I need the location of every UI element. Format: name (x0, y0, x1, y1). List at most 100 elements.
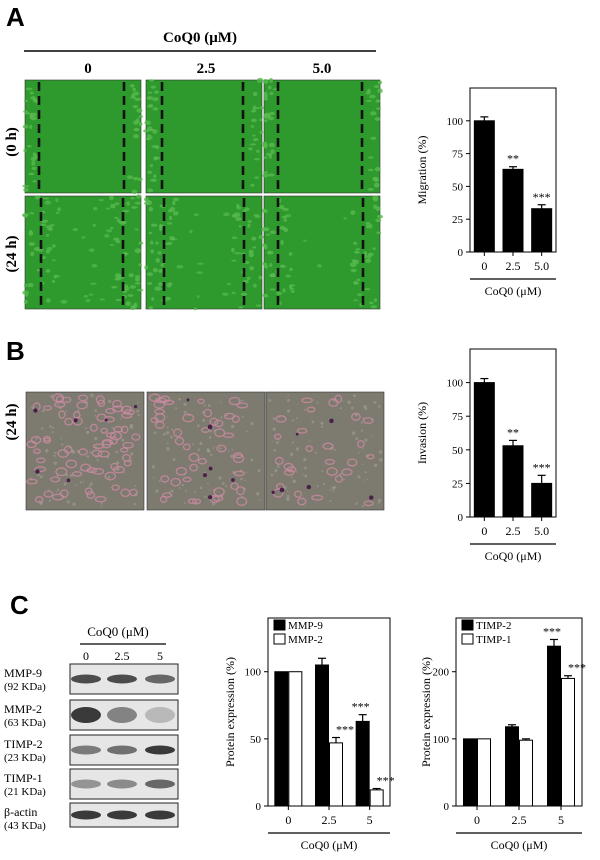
cell (283, 227, 289, 233)
cell (252, 105, 257, 111)
cell (376, 231, 382, 234)
membrane-pore (155, 489, 159, 493)
cell (251, 236, 257, 241)
blot-band (145, 745, 175, 755)
membrane-pore (295, 471, 298, 473)
cell (254, 215, 261, 218)
cell (268, 85, 272, 90)
cell (275, 291, 283, 295)
migrated-cell (92, 206, 98, 211)
stain-spot (306, 484, 312, 490)
cell (366, 223, 371, 229)
cell (172, 201, 176, 206)
cell (132, 105, 139, 109)
invaded-cell (34, 466, 47, 473)
cell (22, 124, 29, 129)
invaded-cell (64, 417, 74, 426)
migrated-cell (51, 259, 56, 262)
membrane-pore (65, 473, 69, 477)
invaded-cell (112, 399, 123, 408)
membrane-pore (183, 502, 186, 504)
invaded-cell (91, 449, 103, 458)
cell (238, 225, 242, 228)
invaded-cell (92, 443, 105, 450)
x-tick-label: 0 (474, 813, 480, 827)
invaded-cell (61, 396, 72, 404)
blot-label: MMP-9 (4, 666, 42, 680)
cell (363, 251, 368, 256)
cell (27, 283, 34, 288)
cell (110, 227, 114, 230)
panel-b-micrographs (25, 391, 385, 511)
x-tick-label: 5 (367, 813, 373, 827)
cell (350, 210, 356, 215)
x-tick-label: 2.5 (506, 259, 521, 273)
migrated-cell (99, 298, 106, 301)
membrane-pore (333, 448, 336, 451)
blot-band (107, 745, 137, 755)
invaded-cell (214, 428, 226, 438)
membrane-pore (231, 448, 234, 451)
membrane-pore (171, 428, 174, 431)
cell (152, 267, 158, 273)
cell (23, 187, 29, 192)
cell (30, 251, 35, 257)
invaded-cell (236, 486, 245, 496)
cell (131, 189, 138, 195)
invaded-cell (209, 417, 219, 427)
invaded-cell (104, 407, 116, 414)
membrane-pore (100, 502, 103, 505)
membrane-pore (268, 398, 272, 402)
cell (136, 194, 142, 199)
invaded-cell (326, 467, 338, 476)
cell (130, 96, 136, 99)
invaded-cell (95, 394, 105, 405)
membrane-pore (89, 482, 93, 486)
cell (134, 282, 141, 285)
invaded-cell (97, 450, 110, 458)
bar (355, 720, 370, 807)
y-tick-label: 50 (452, 181, 464, 193)
invaded-cell (197, 457, 208, 465)
membrane-pore (377, 405, 381, 408)
membrane-pore (303, 408, 306, 412)
membrane-pore (129, 452, 134, 456)
cell (255, 304, 262, 307)
cell (153, 90, 159, 94)
wound-image (24, 195, 142, 310)
membrane-pore (286, 398, 290, 402)
membrane-pore (332, 489, 335, 492)
membrane-pore (347, 400, 351, 405)
cell (280, 240, 284, 245)
cell (23, 148, 27, 153)
blot-size: (23 KDa) (4, 752, 46, 764)
membrane-pore (373, 400, 377, 404)
invaded-cell (203, 408, 213, 418)
invaded-cell (188, 452, 200, 462)
membrane-pore (41, 409, 45, 413)
cell (138, 241, 144, 245)
wound-image (263, 195, 381, 310)
cell (111, 285, 118, 289)
membrane-pore (65, 410, 68, 412)
significance-mark: ** (507, 152, 519, 166)
cell (373, 298, 378, 302)
cell (151, 297, 155, 301)
membrane-pore (66, 399, 68, 401)
cell (122, 209, 130, 213)
cell (154, 286, 162, 291)
cell (158, 269, 164, 273)
cell (29, 91, 34, 95)
cell (41, 256, 47, 259)
cell (168, 215, 173, 221)
migrated-cell (356, 293, 363, 297)
cell (147, 170, 153, 175)
cell (135, 276, 140, 282)
cell (114, 202, 120, 205)
panel-a-col-2: 5.0 (313, 61, 332, 77)
invaded-cell (357, 440, 365, 449)
invaded-cell (112, 466, 126, 474)
panel-c-lane-2: 5 (157, 649, 163, 663)
cell (145, 137, 150, 140)
membrane-pore (354, 413, 358, 417)
